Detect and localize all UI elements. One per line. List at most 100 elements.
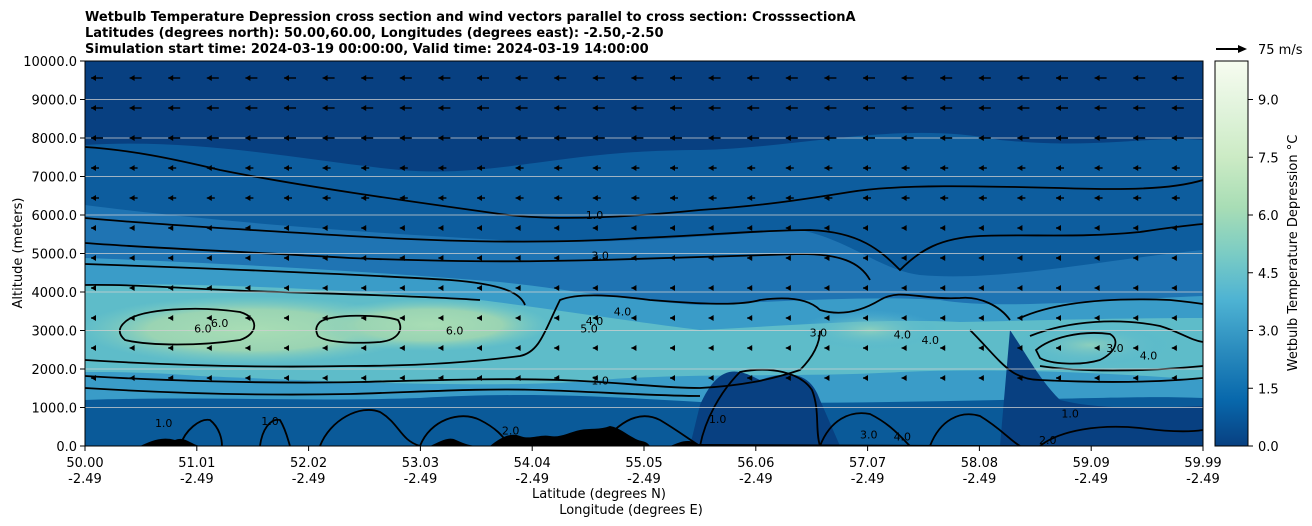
wind-vector xyxy=(592,165,601,171)
quiver-key: 75 m/s xyxy=(1216,43,1303,58)
wind-vector xyxy=(747,105,760,111)
wind-vector xyxy=(399,315,405,321)
wind-vector xyxy=(168,255,174,261)
grid xyxy=(85,99,1203,408)
wind-vector xyxy=(477,315,482,321)
wind-vector xyxy=(1094,75,1107,81)
wind-vector xyxy=(978,195,987,201)
colorbar: 0.0 1.5 3.0 4.5 6.0 7.5 9.0 Wetbulb Temperatur… xyxy=(1214,60,1301,455)
wind-vector xyxy=(438,315,444,321)
contour-label: 1.0 xyxy=(1061,407,1079,420)
wind-vector xyxy=(91,135,103,141)
wind-vector xyxy=(245,165,254,171)
wind-vector xyxy=(206,195,215,201)
wind-vector xyxy=(940,285,946,291)
x-tick-label-lon: -2.49 xyxy=(1074,472,1108,487)
wind-vector xyxy=(1133,195,1142,201)
wind-vector xyxy=(438,375,444,381)
y-axis-label: Altitude (meters) xyxy=(11,198,26,309)
wind-vector xyxy=(901,375,907,381)
wind-vector xyxy=(91,315,96,321)
wind-vector xyxy=(747,75,760,81)
wind-vector xyxy=(168,135,181,141)
wind-vector xyxy=(670,285,675,291)
field-band-surface xyxy=(690,371,840,446)
wind-vector xyxy=(747,255,753,261)
wind-vector xyxy=(1056,75,1068,81)
y-tick-label: 7000.0 xyxy=(32,171,78,186)
wind-vector xyxy=(1094,255,1100,261)
wind-vector xyxy=(438,105,451,111)
y-axis: 0.0 1000.0 2000.0 3000.0 4000.0 5000.0 6000.0 7… xyxy=(23,55,85,455)
contour-line xyxy=(699,368,821,446)
title-line-1: Wetbulb Temperature Depression cross sec… xyxy=(85,10,856,25)
wind-vector xyxy=(1133,165,1142,171)
colorbar-tick-label: 6.0 xyxy=(1258,209,1279,224)
wind-vector xyxy=(284,225,289,231)
wind-vector xyxy=(592,255,598,261)
wind-vector xyxy=(863,375,868,381)
wind-vector xyxy=(322,285,328,291)
wind-vector xyxy=(361,225,367,231)
wind-vector xyxy=(245,345,251,351)
colorbar-label: Wetbulb Temperature Depression °C xyxy=(1286,135,1301,372)
wind-vector xyxy=(592,225,598,231)
wind-vector xyxy=(284,75,296,81)
contour-line xyxy=(85,242,871,281)
wind-vector xyxy=(863,195,871,201)
x-tick-label-lon: -2.49 xyxy=(404,472,438,487)
wind-vector xyxy=(708,105,721,111)
wind-vector xyxy=(785,225,791,231)
wind-vector xyxy=(206,225,212,231)
wind-vector xyxy=(708,75,721,81)
wind-vector xyxy=(322,375,328,381)
contour-line xyxy=(85,217,1203,272)
wind-vector xyxy=(477,75,489,81)
title-line-2: Latitudes (degrees north): 50.00,60.00, … xyxy=(85,26,664,41)
dry-core-central xyxy=(310,299,550,351)
wind-vector xyxy=(747,345,753,351)
wind-vector xyxy=(901,75,914,81)
wind-vector xyxy=(284,165,292,171)
wind-vector xyxy=(438,165,447,171)
contour-label: 1.0 xyxy=(155,417,173,430)
wind-vector xyxy=(554,105,567,111)
wind-vector xyxy=(515,255,521,261)
colorbar-tick-label: 7.5 xyxy=(1258,151,1279,166)
wind-vector xyxy=(477,105,489,111)
wind-vector xyxy=(1171,135,1184,141)
wind-vector xyxy=(1017,165,1026,171)
wind-vector xyxy=(477,255,482,261)
wind-vector xyxy=(399,225,405,231)
x-tick-label-lat: 52.02 xyxy=(290,456,327,471)
wind-vector xyxy=(515,105,528,111)
x-tick-label-lon: -2.49 xyxy=(180,472,214,487)
wind-vector xyxy=(129,75,142,81)
wind-vector xyxy=(631,345,637,351)
wind-vector xyxy=(477,165,485,171)
wind-vector xyxy=(322,75,335,81)
x-tick-label-lat: 50.00 xyxy=(66,456,103,471)
wind-vector xyxy=(91,225,96,231)
chart-title: Wetbulb Temperature Depression cross sec… xyxy=(85,10,856,57)
wind-vector xyxy=(863,165,871,171)
wind-vector xyxy=(708,315,714,321)
wind-vector xyxy=(785,345,791,351)
wind-vector xyxy=(1056,165,1064,171)
wind-vector xyxy=(515,375,521,381)
wind-vector xyxy=(399,285,405,291)
contour-label: 4.0 xyxy=(1140,350,1158,363)
wind-vector xyxy=(206,285,212,291)
wind-vector xyxy=(515,345,521,351)
wind-vector xyxy=(824,135,837,141)
wind-vector xyxy=(940,345,946,351)
wind-vector xyxy=(785,165,794,171)
wind-vector xyxy=(901,315,907,321)
wind-vector xyxy=(863,105,875,111)
wind-vector xyxy=(631,315,637,321)
wind-vector xyxy=(901,225,907,231)
wind-vector xyxy=(1056,285,1061,291)
wind-vector xyxy=(670,225,675,231)
wind-vector xyxy=(91,285,96,291)
wind-vector xyxy=(91,195,99,201)
